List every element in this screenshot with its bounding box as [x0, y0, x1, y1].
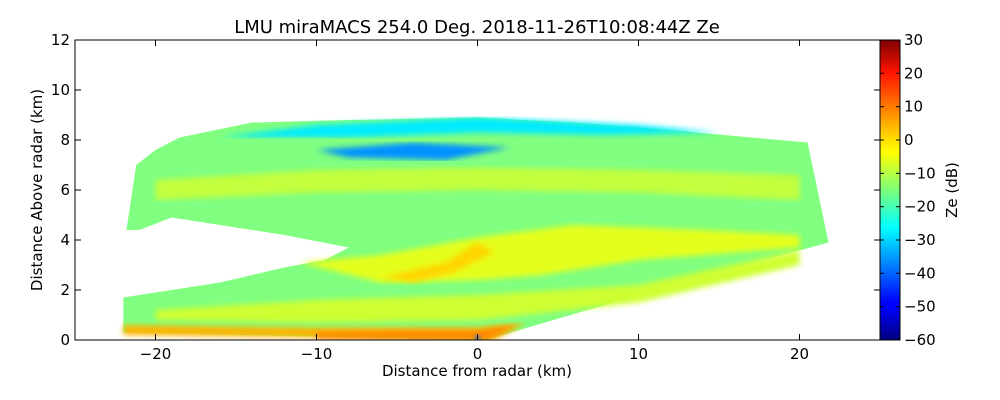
field-region-surface-core [316, 325, 518, 340]
y-tick-label: 10 [51, 81, 70, 99]
x-tick-label: 10 [629, 345, 648, 363]
colorbar-tick-label: −30 [904, 231, 936, 249]
field-region-mid-core [380, 242, 494, 283]
x-tick-label: −10 [301, 345, 333, 363]
y-tick-label: 0 [60, 331, 70, 349]
reflectivity-field [123, 117, 829, 340]
colorbar-tick-label: −40 [904, 264, 936, 282]
y-tick-label: 6 [60, 181, 70, 199]
colorbar-gradient [879, 39, 901, 341]
colorbar-tick-label: −20 [904, 198, 936, 216]
colorbar-tick-label: 30 [904, 31, 923, 49]
colorbar-ticks: −60 −50 −40 −30 −20 −10 0 10 20 30 [880, 31, 936, 349]
x-tick-label: −20 [140, 345, 172, 363]
x-axis: −20 −10 0 10 20 [140, 40, 809, 363]
y-tick-label: 12 [51, 31, 70, 49]
colorbar-tick-label: −50 [904, 298, 936, 316]
colorbar-tick-label: −10 [904, 164, 936, 182]
y-axis: 0 2 4 6 8 10 12 [51, 31, 880, 349]
y-tick-label: 2 [60, 281, 70, 299]
y-tick-label: 8 [60, 131, 70, 149]
field-region-cloud-top-low-ze [219, 117, 719, 138]
field-region-lower-band [155, 250, 800, 323]
chart-title: LMU miraMACS 254.0 Deg. 2018-11-26T10:08… [234, 17, 720, 38]
y-tick-label: 4 [60, 231, 70, 249]
x-tick-label: 0 [473, 345, 483, 363]
colorbar-tick-label: −60 [904, 331, 936, 349]
colorbar-tick-label: 10 [904, 98, 923, 116]
colorbar: −60 −50 −40 −30 −20 −10 0 10 20 30 Ze (dB) [879, 31, 961, 349]
x-axis-label: Distance from radar (km) [382, 362, 572, 380]
field-region-upper-band [155, 167, 800, 200]
plot-area [75, 40, 880, 340]
colorbar-tick-label: 0 [904, 131, 914, 149]
colorbar-label: Ze (dB) [943, 162, 961, 218]
x-tick-label: 20 [790, 345, 809, 363]
y-axis-label: Distance Above radar (km) [28, 89, 46, 291]
colorbar-tick-label: 20 [904, 64, 923, 82]
field-region-cloud-top-min-ze [316, 142, 510, 160]
